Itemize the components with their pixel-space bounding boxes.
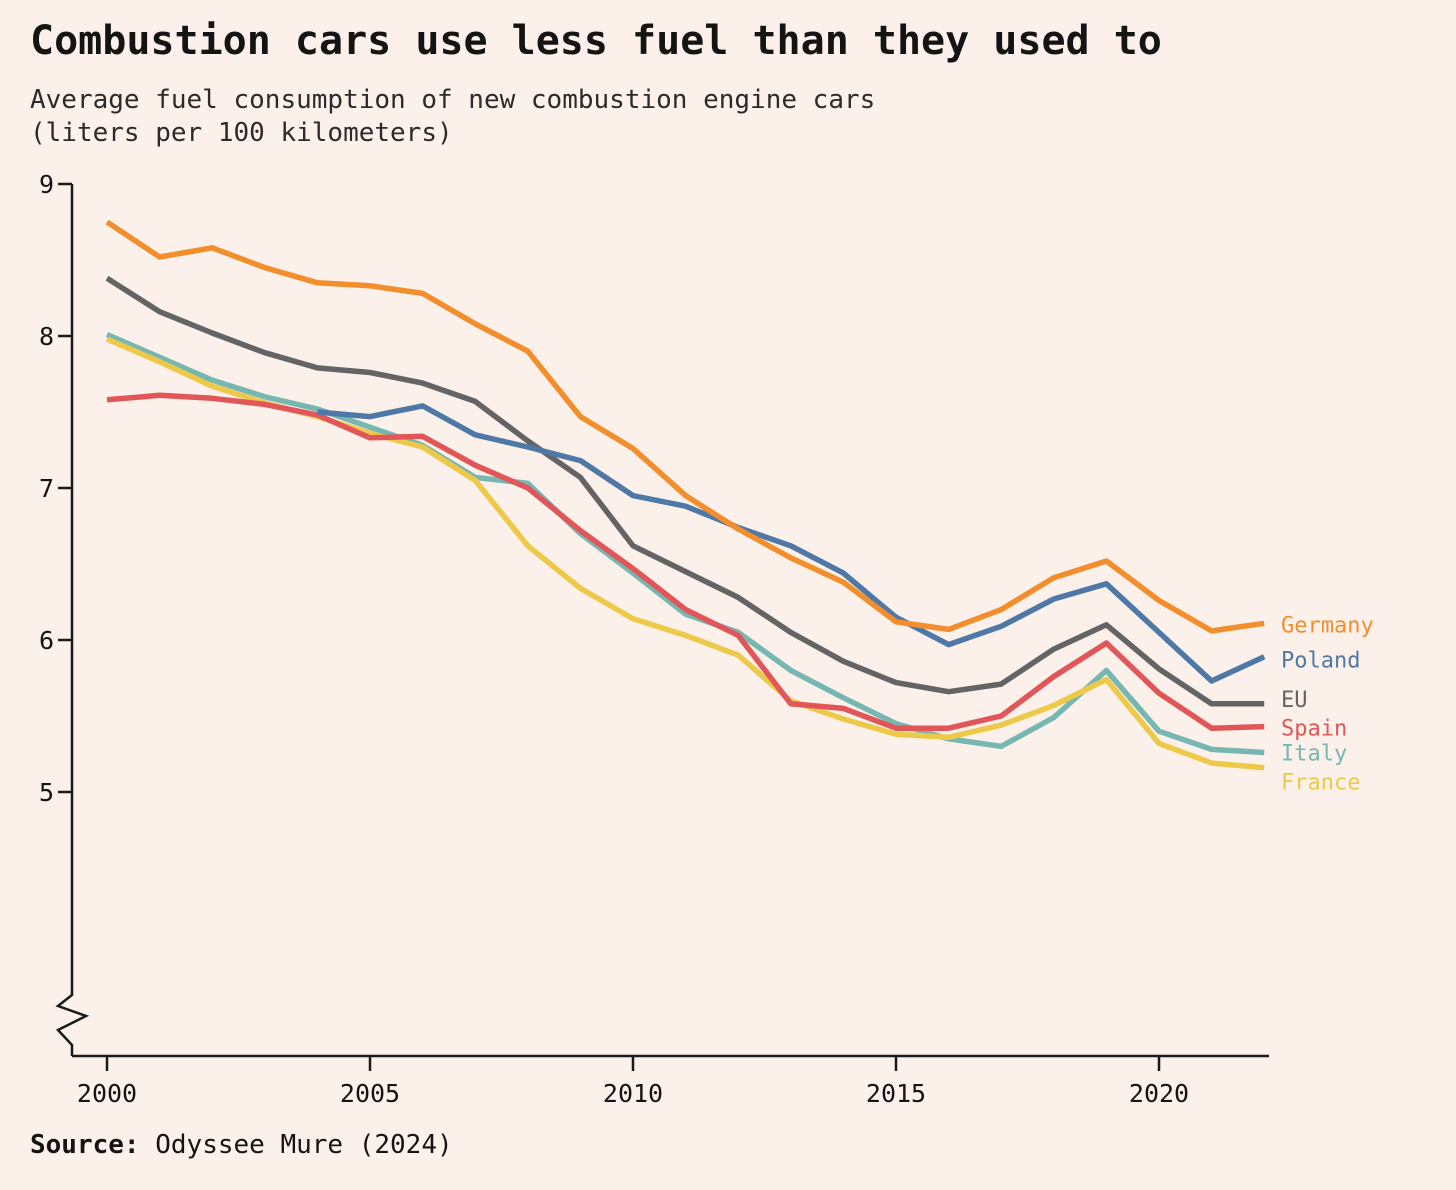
series-line-poland <box>317 403 1266 684</box>
legend-label-spain: Spain <box>1281 717 1347 742</box>
x-tick-label: 2000 <box>77 1079 137 1108</box>
legend-label-eu: EU <box>1281 688 1308 713</box>
x-tick-label: 2005 <box>340 1079 400 1108</box>
y-tick-label: 5 <box>39 778 54 807</box>
legend-label-germany: Germany <box>1281 613 1374 638</box>
subtitle-line-2: (liters per 100 kilometers) <box>30 118 453 148</box>
legend-label-poland: Poland <box>1281 649 1360 674</box>
y-tick-label: 6 <box>39 626 54 655</box>
y-tick-label: 8 <box>39 322 54 351</box>
series-line-france <box>105 336 1265 771</box>
x-tick-label: 2020 <box>1129 1079 1189 1108</box>
series-line-italy <box>105 331 1265 756</box>
legend-label-italy: Italy <box>1281 741 1347 766</box>
y-tick-label: 9 <box>39 170 54 199</box>
series-line-germany <box>105 219 1265 634</box>
series-line-spain <box>106 392 1265 731</box>
source-note: Source: Odyssee Mure (2024) <box>30 1130 453 1160</box>
source-label: Source: <box>30 1130 140 1160</box>
chart-subtitle: Average fuel consumption of new combusti… <box>30 84 875 150</box>
series-line-eu <box>105 275 1265 707</box>
legend-label-france: France <box>1281 771 1360 796</box>
source-text: Odyssee Mure (2024) <box>139 1130 453 1160</box>
y-tick-label: 7 <box>39 474 54 503</box>
chart-title: Combustion cars use less fuel than they … <box>30 18 1162 64</box>
y-axis <box>55 184 90 1056</box>
x-tick-label: 2015 <box>866 1079 926 1108</box>
x-tick-label: 2010 <box>603 1079 663 1108</box>
subtitle-line-1: Average fuel consumption of new combusti… <box>30 85 876 115</box>
